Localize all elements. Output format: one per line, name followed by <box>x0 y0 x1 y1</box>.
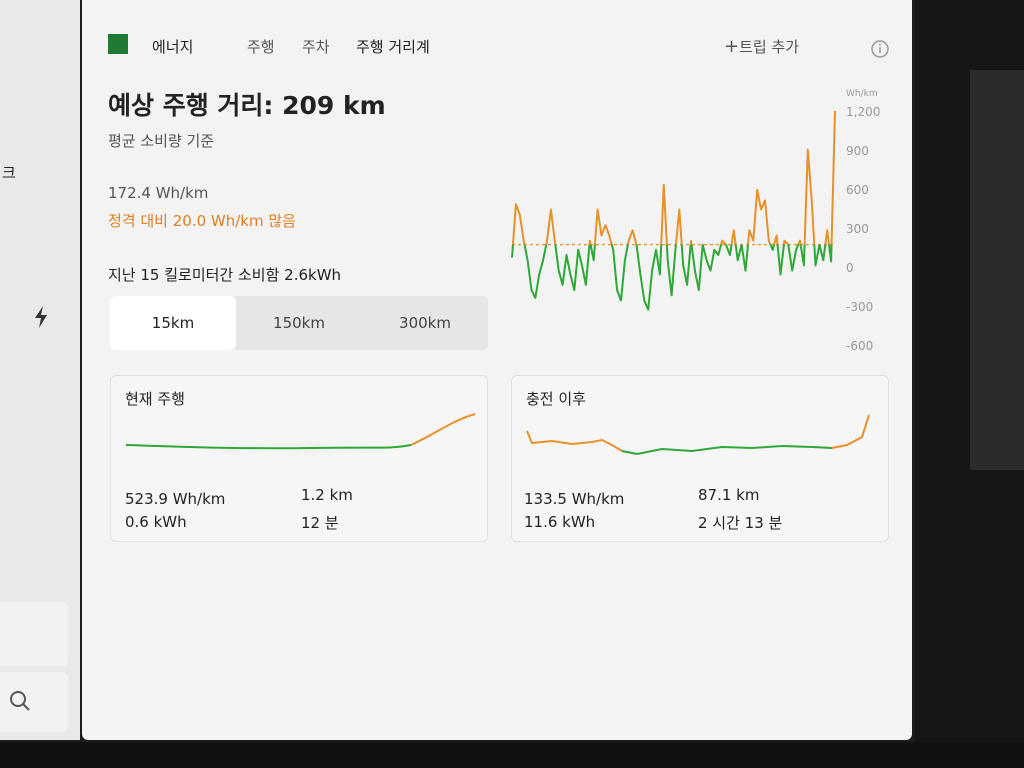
side-card <box>0 602 68 666</box>
y-tick-label: 300 <box>846 222 869 236</box>
taskbar <box>0 742 1024 768</box>
range-button[interactable]: 150km <box>273 314 325 332</box>
tab[interactable]: 주행 <box>247 38 275 56</box>
trip-card[interactable]: 현재 주행 523.9 Wh/km 0.6 kWh 1.2 km 12 분 <box>110 375 488 542</box>
section-label: 에너지 <box>152 38 194 56</box>
y-tick-label: 900 <box>846 144 869 158</box>
average: 172.4 Wh/km <box>108 184 209 202</box>
tab[interactable]: 주행 거리계 <box>356 38 430 56</box>
sparkline <box>125 413 476 450</box>
range-selector: 15km 150km 300km <box>110 296 488 350</box>
search-button[interactable] <box>0 672 68 732</box>
info-icon[interactable] <box>870 39 890 59</box>
card-time: 12 분 <box>301 514 339 532</box>
card-distance: 1.2 km <box>301 486 353 504</box>
range-button[interactable]: 300km <box>399 314 451 332</box>
range-button[interactable]: 15km <box>110 296 236 350</box>
card-energy: 0.6 kWh <box>125 513 187 531</box>
range-subtitle: 평균 소비량 기준 <box>108 132 215 150</box>
y-tick-label: 0 <box>846 261 854 275</box>
card-distance: 87.1 km <box>698 486 760 504</box>
search-icon <box>10 691 30 711</box>
trip-card[interactable]: 충전 이후 133.5 Wh/km 11.6 kWh 87.1 km 2 시간 … <box>511 375 889 542</box>
card-energy: 11.6 kWh <box>524 513 596 531</box>
add-trip[interactable]: +트립 추가 <box>724 36 800 57</box>
card-consumption: 133.5 Wh/km <box>524 490 625 508</box>
y-tick-label: -600 <box>846 339 873 353</box>
card-time: 2 시간 13 분 <box>698 514 783 532</box>
side-text: 크 <box>2 164 16 182</box>
recent-consumption: 지난 15 킬로미터간 소비함 2.6kWh <box>108 266 342 284</box>
side-panel: 크 <box>0 0 80 740</box>
y-tick-label: 1,200 <box>846 105 880 119</box>
card-title: 현재 주행 <box>125 390 185 408</box>
background <box>970 70 1024 470</box>
charge-icon <box>35 306 47 328</box>
tab[interactable]: 주차 <box>302 38 330 56</box>
y-tick-label: -300 <box>846 300 873 314</box>
energy-panel <box>82 0 912 740</box>
add-trip-label: 트립 추가 <box>739 38 800 56</box>
range-title: 예상 주행 거리: 209 km <box>108 91 386 120</box>
card-consumption: 523.9 Wh/km <box>125 490 226 508</box>
y-unit: Wh/km <box>846 89 878 99</box>
consumption-line <box>511 110 836 311</box>
sparkline <box>526 414 870 456</box>
y-tick-label: 600 <box>846 183 869 197</box>
difference: 정격 대비 20.0 Wh/km 많음 <box>108 212 296 230</box>
energy-icon <box>108 34 128 54</box>
card-title: 충전 이후 <box>526 390 586 408</box>
